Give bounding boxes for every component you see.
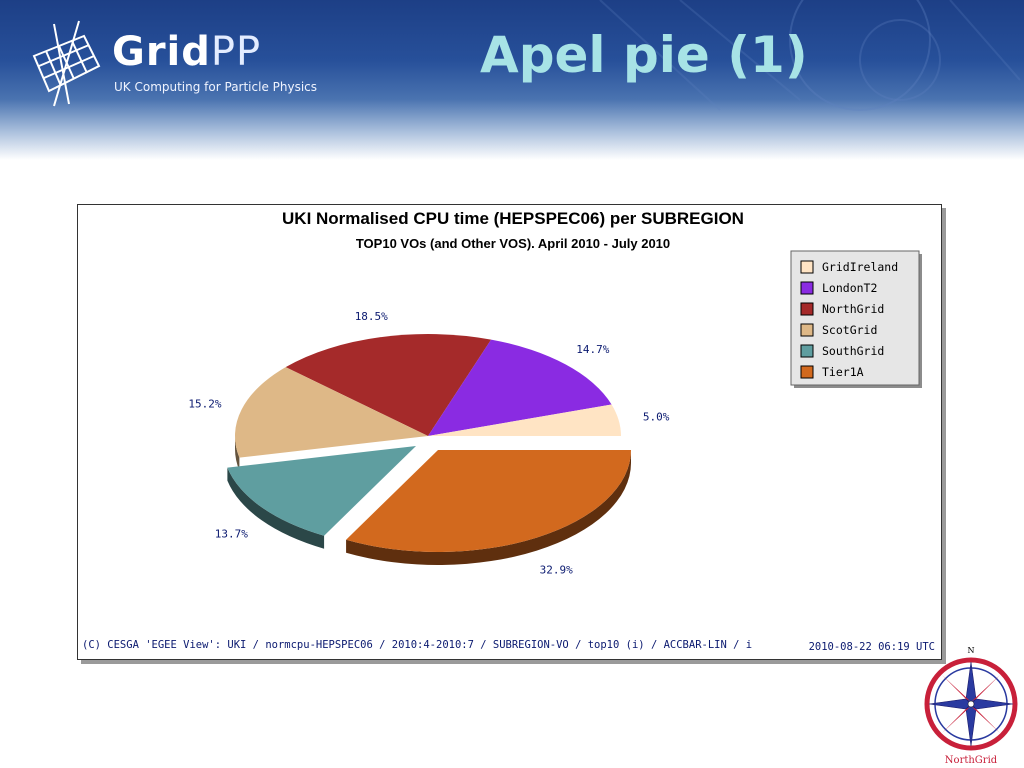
legend-label-southgrid: SouthGrid: [822, 344, 884, 358]
legend-swatch-gridireland: [800, 260, 814, 274]
pie-label-gridireland: 5.0%: [643, 411, 670, 424]
pie-label-tier1a: 32.9%: [540, 564, 573, 577]
chart-footer-source: (C) CESGA 'EGEE View': UKI / normcpu-HEP…: [82, 639, 753, 651]
legend-label-londont2: LondonT2: [822, 281, 877, 295]
pie-label-scotgrid: 15.2%: [188, 398, 221, 411]
pie-labels: 5.0% 14.7% 18.5% 15.2% 13.7% 32.9%: [188, 310, 669, 577]
pie-label-northgrid: 18.5%: [355, 310, 388, 323]
legend-label-scotgrid: ScotGrid: [822, 323, 877, 337]
pie-slice-londont2: [428, 339, 612, 436]
logo-grid-text: Grid: [112, 29, 211, 75]
legend: GridIreland LondonT2 NorthGrid ScotGrid Sout…: [790, 250, 922, 388]
gridpp-logo-icon: [32, 20, 101, 107]
pie-slice-side-scotgrid: [235, 436, 240, 471]
pie-slice-southgrid: [227, 446, 416, 536]
compass-caption: NorthGrid: [945, 755, 998, 766]
pie-slice-side-tier1a: [346, 450, 631, 565]
logo-subtitle: UK Computing for Particle Physics: [114, 80, 318, 94]
pie-slice-side-southgrid: [227, 467, 325, 549]
header-decoration: [599, 0, 1021, 111]
chart-footer-timestamp: 2010-08-22 06:19 UTC: [808, 641, 935, 653]
pie-slices: [227, 334, 631, 565]
legend-swatch-tier1a: [800, 365, 814, 379]
slide-header: [0, 0, 1024, 160]
pie-chart: UKI Normalised CPU time (HEPSPEC06) per …: [188, 209, 922, 577]
legend-swatch-londont2: [800, 281, 814, 295]
northgrid-compass-logo-icon: N NorthGrid: [924, 646, 1018, 766]
pie-slice-tier1a: [346, 450, 631, 552]
compass-north-text: N: [968, 646, 975, 655]
legend-label-tier1a: Tier1A: [822, 365, 864, 379]
gridpp-wordmark: GridPP: [112, 32, 261, 72]
slide-title: Apel pie (1): [480, 26, 808, 84]
pie-label-londont2: 14.7%: [576, 343, 609, 356]
legend-swatch-northgrid: [800, 302, 814, 316]
pie-slice-gridireland: [428, 404, 621, 436]
pie-slice-scotgrid: [234, 367, 428, 458]
legend-swatch-southgrid: [800, 344, 814, 358]
chart-frame: UKI Normalised CPU time (HEPSPEC06) per …: [77, 204, 942, 660]
logo-pp-text: PP: [210, 29, 262, 75]
pie-label-southgrid: 13.7%: [215, 527, 248, 540]
legend-label-northgrid: NorthGrid: [822, 302, 884, 316]
chart-title: UKI Normalised CPU time (HEPSPEC06) per …: [282, 209, 744, 228]
legend-swatch-scotgrid: [800, 323, 814, 337]
legend-label-gridireland: GridIreland: [822, 260, 898, 274]
pie-slice-northgrid: [285, 334, 492, 436]
chart-subtitle: TOP10 VOs (and Other VOS). April 2010 - …: [356, 236, 670, 251]
